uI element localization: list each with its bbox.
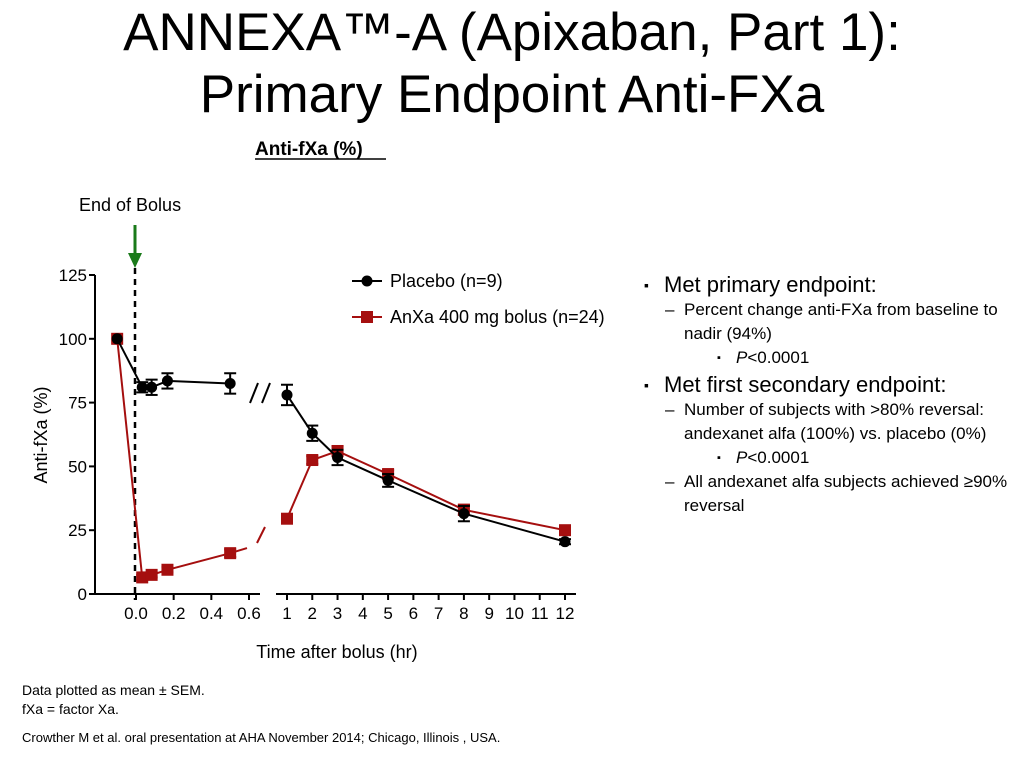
x-tick-label: 6 xyxy=(409,604,418,623)
slide-title-line1: ANNEXA™-A (Apixaban, Part 1): xyxy=(123,3,901,62)
bullet-level3: ▪ P<0.0001 xyxy=(644,346,1014,370)
bullet-marker: ▪ xyxy=(644,277,649,293)
x-tick-label: 5 xyxy=(383,604,392,623)
legend-marker-placebo xyxy=(361,275,373,287)
data-point-placebo xyxy=(281,389,293,401)
bullet-level1: ▪ Met first secondary endpoint: xyxy=(644,372,1014,398)
bullet-marker: ▪ xyxy=(644,377,649,393)
axis-break-mark xyxy=(261,382,271,404)
bolus-arrow-head xyxy=(128,253,142,268)
series-line-andexanet xyxy=(286,450,566,532)
legend-label: Placebo (n=9) xyxy=(390,271,503,291)
bullet-marker: ▪ xyxy=(717,352,721,364)
footnote-block: Data plotted as mean ± SEM. fXa = factor… xyxy=(22,681,205,719)
data-point-placebo xyxy=(161,375,173,387)
x-tick-label: 12 xyxy=(556,604,575,623)
x-axis-label: Time after bolus (hr) xyxy=(256,642,417,662)
bullet-marker: – xyxy=(665,472,675,491)
x-tick-label: 2 xyxy=(308,604,317,623)
data-point-placebo xyxy=(146,381,158,393)
chart-title: Anti-fXa (%) xyxy=(255,139,363,160)
y-tick-label: 100 xyxy=(59,330,87,349)
y-tick-label: 0 xyxy=(78,585,87,604)
x-tick-label: 8 xyxy=(459,604,468,623)
data-point-placebo xyxy=(224,377,236,389)
data-point-andexanet xyxy=(306,454,319,467)
bullet-level2: – Number of subjects with >80% reversal: … xyxy=(644,398,1014,446)
data-point-placebo xyxy=(332,451,344,463)
data-point-andexanet xyxy=(281,512,293,525)
series-line-placebo xyxy=(286,394,566,543)
footnote-fxa: fXa = factor Xa. xyxy=(22,701,119,717)
data-point-andexanet xyxy=(224,547,237,560)
data-point-placebo xyxy=(306,427,318,439)
y-tick-label: 50 xyxy=(68,457,87,476)
p-value-symbol: P xyxy=(736,348,748,367)
axis-break-mark xyxy=(256,526,266,544)
x-tick-label: 0.0 xyxy=(124,604,148,623)
bullet-list: ▪ Met primary endpoint: – Percent change an… xyxy=(644,272,1014,518)
data-point-placebo xyxy=(136,381,148,393)
x-tick-label: 0.4 xyxy=(200,604,224,623)
bullet-level2: – Percent change anti-FXa from baseline t… xyxy=(644,298,1014,346)
data-point-andexanet xyxy=(136,571,149,584)
bullet-text: Number of subjects with >80% reversal: a… xyxy=(684,400,987,443)
slide-title: ANNEXA™-A (Apixaban, Part 1): Primary En… xyxy=(0,2,1024,126)
x-tick-label: 7 xyxy=(434,604,443,623)
y-axis-label: Anti-fXa (%) xyxy=(31,386,51,483)
x-tick-label: 9 xyxy=(484,604,493,623)
bullet-marker: – xyxy=(665,300,675,319)
legend-marker-andexanet xyxy=(361,311,373,323)
y-tick-label: 125 xyxy=(59,266,87,285)
bullet-marker: ▪ xyxy=(717,452,721,464)
legend-label: AnXa 400 mg bolus (n=24) xyxy=(390,307,605,327)
bullet-text: <0.0001 xyxy=(747,448,810,467)
x-tick-label: 0.2 xyxy=(162,604,186,623)
slide-title-line2: Primary Endpoint Anti-FXa xyxy=(199,65,825,124)
x-tick-label: 10 xyxy=(505,604,524,623)
x-tick-label: 3 xyxy=(333,604,342,623)
data-point-andexanet xyxy=(145,568,158,581)
x-tick-label: 11 xyxy=(531,604,549,623)
bullet-text: <0.0001 xyxy=(747,348,810,367)
bullet-level1: ▪ Met primary endpoint: xyxy=(644,272,1014,298)
data-point-andexanet xyxy=(161,563,174,576)
data-point-placebo xyxy=(559,536,571,548)
y-tick-label: 75 xyxy=(68,394,87,413)
data-point-placebo xyxy=(382,474,394,486)
bullet-text: Percent change anti-FXa from baseline to… xyxy=(684,300,998,343)
citation: Crowther M et al. oral presentation at A… xyxy=(22,730,501,745)
data-point-placebo xyxy=(111,333,123,345)
x-tick-label: 1 xyxy=(282,604,291,623)
anti-fxa-chart: Anti-fXa (%)End of Bolus0255075100125Ant… xyxy=(31,139,605,662)
bullet-text: Met first secondary endpoint: xyxy=(664,372,947,397)
axis-break-mark xyxy=(249,382,259,404)
bullet-text: Met primary endpoint: xyxy=(664,272,877,297)
bullet-level2: – All andexanet alfa subjects achieved ≥9… xyxy=(644,470,1014,518)
x-tick-label: 4 xyxy=(358,604,367,623)
bullet-text: All andexanet alfa subjects achieved ≥90… xyxy=(684,472,1008,515)
data-point-andexanet xyxy=(559,524,571,537)
footnote-sem: Data plotted as mean ± SEM. xyxy=(22,682,205,698)
x-tick-label: 0.6 xyxy=(237,604,261,623)
p-value-symbol: P xyxy=(736,448,748,467)
bullet-level3: ▪ P<0.0001 xyxy=(644,446,1014,470)
y-tick-label: 25 xyxy=(68,521,87,540)
end-of-bolus-label: End of Bolus xyxy=(79,195,181,215)
data-point-placebo xyxy=(458,508,470,520)
bullet-marker: – xyxy=(665,400,675,419)
